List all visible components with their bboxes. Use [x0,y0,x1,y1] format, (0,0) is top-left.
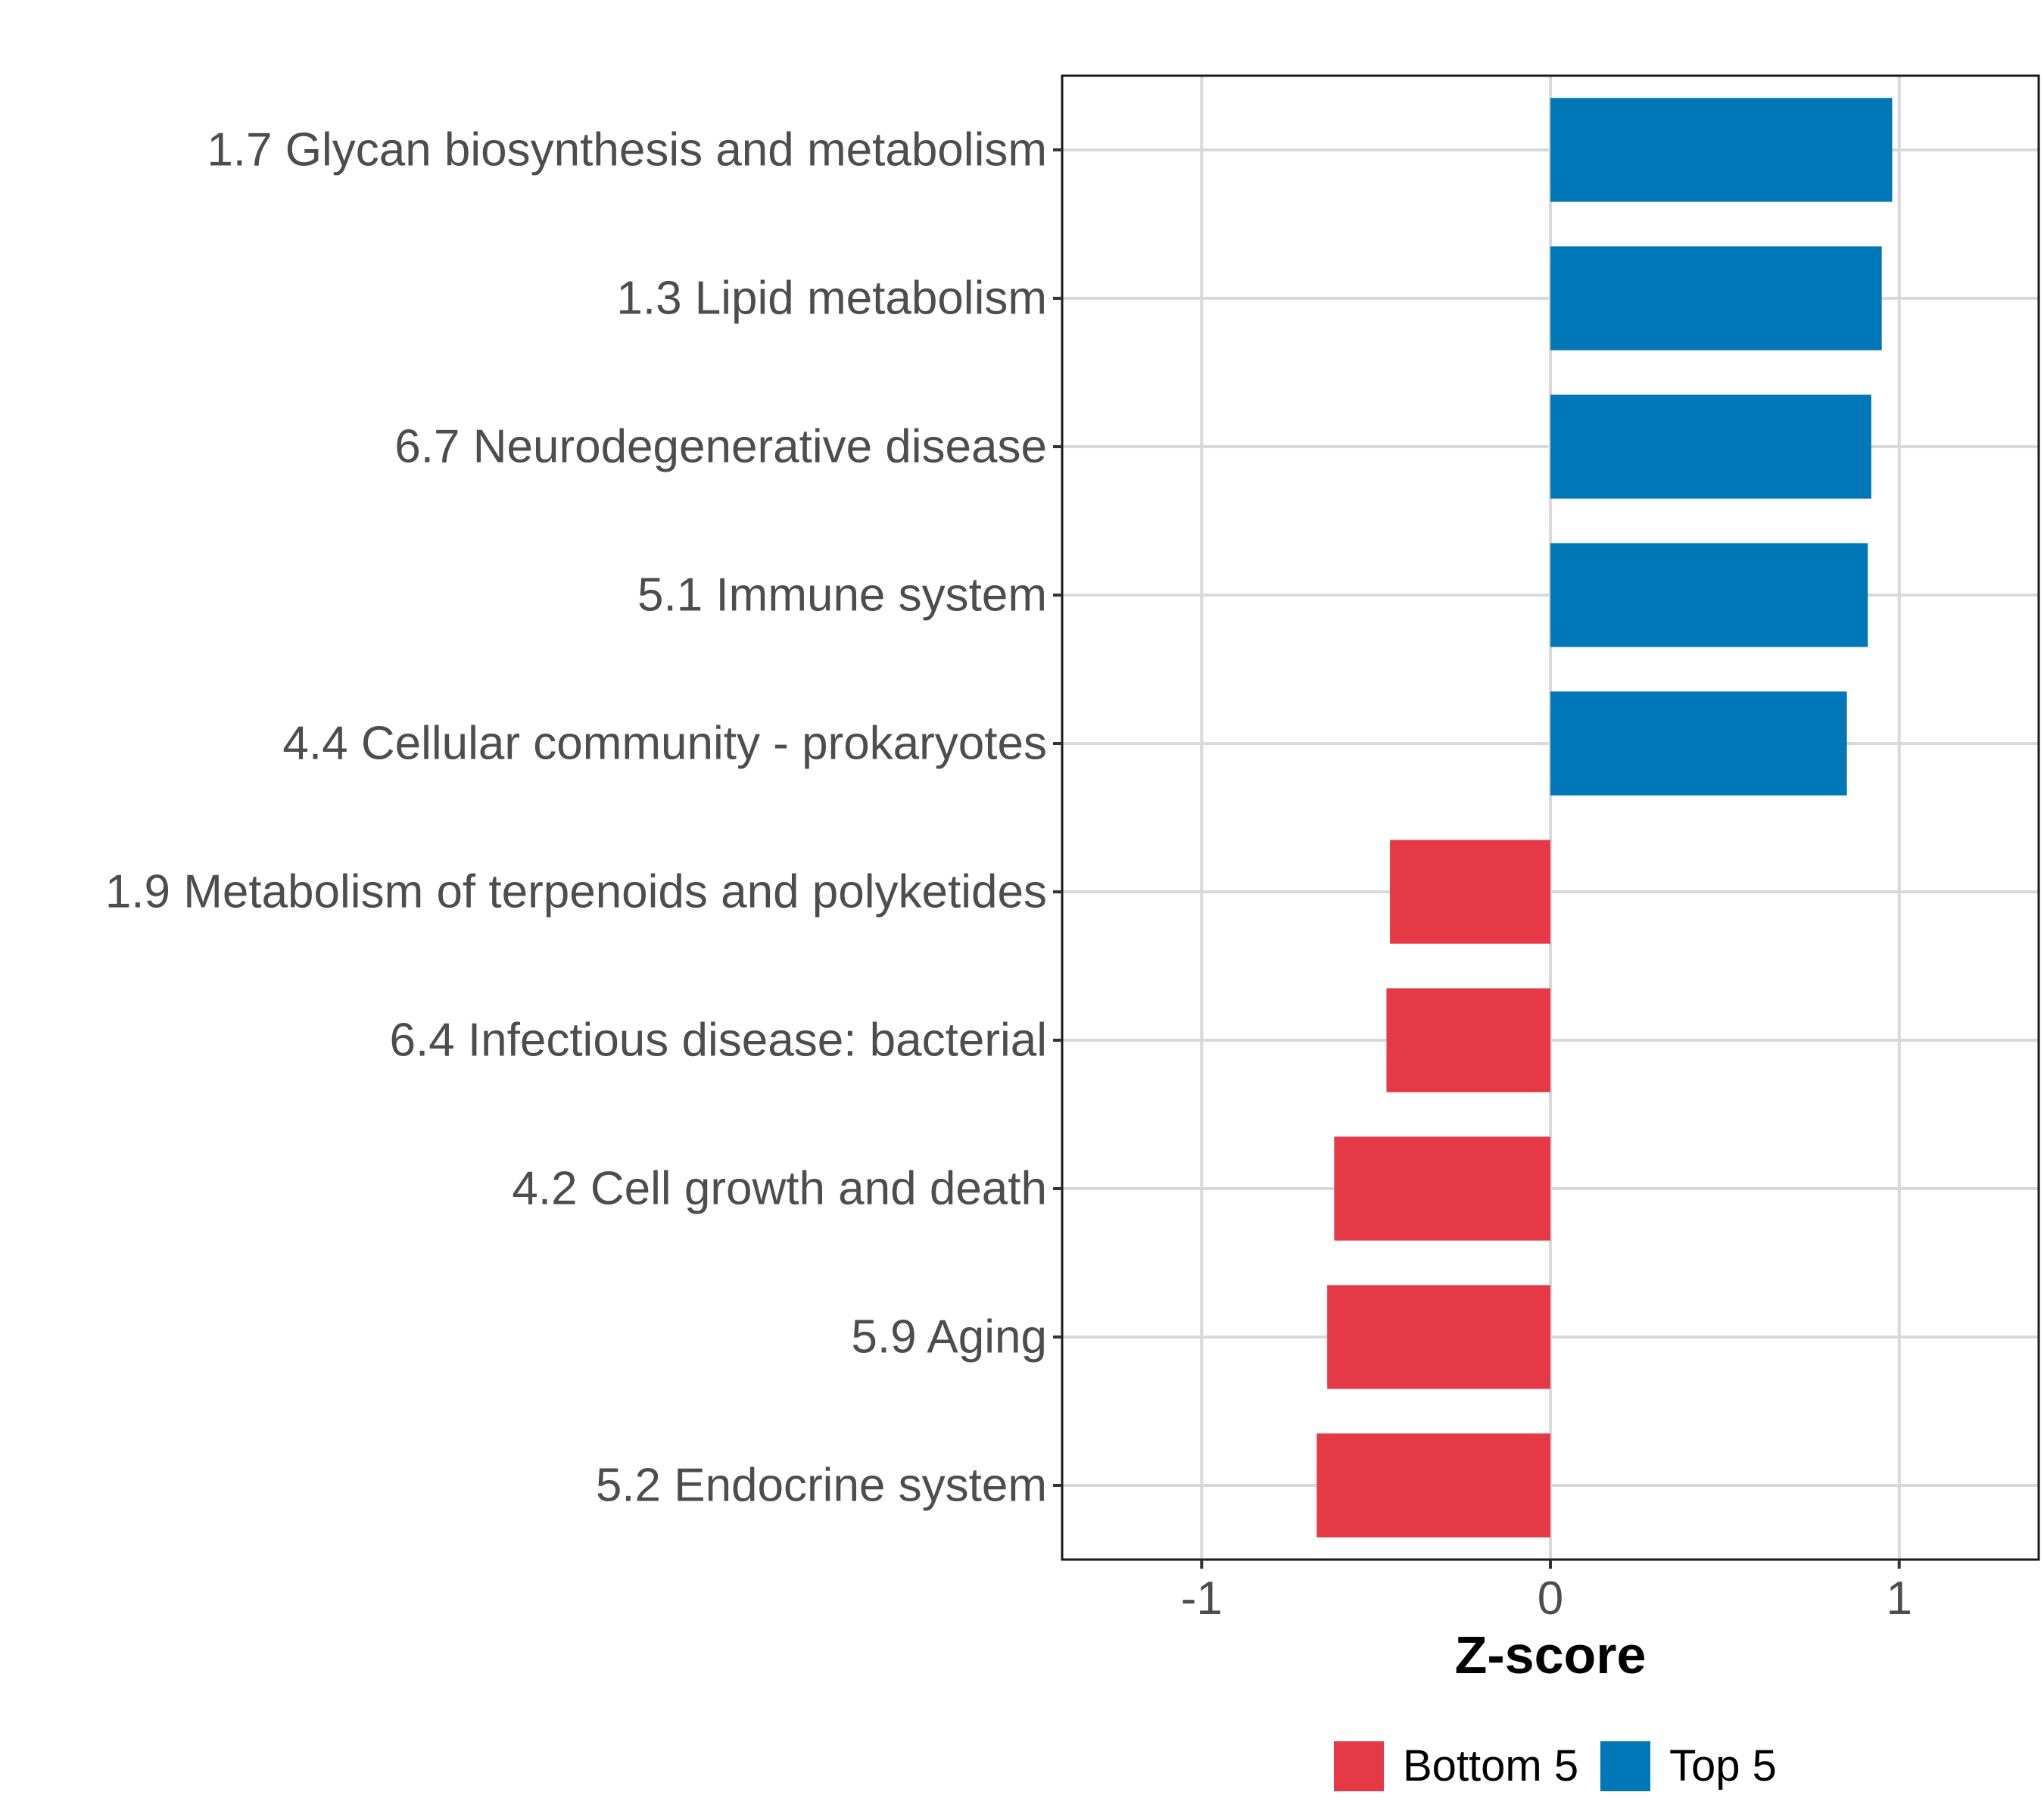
category-label: 4.4 Cellular community - prokaryotes [282,718,1047,770]
bar [1550,394,1871,499]
bar [1390,840,1550,944]
category-label: 4.2 Cell growth and death [512,1163,1047,1215]
bar [1316,1433,1550,1538]
legend-swatch-top-5 [1600,1741,1650,1791]
x-tick-label: -1 [1181,1572,1223,1625]
bar [1327,1285,1550,1389]
bars-layer [1316,98,1893,1538]
bar [1550,246,1882,351]
y-axis: 1.7 Glycan biosynthesis and metabolism 1.… [105,124,1062,1512]
bar [1386,988,1550,1092]
bar [1550,98,1893,202]
x-axis: -1 0 1 [1181,1560,1912,1625]
x-tick-label: 1 [1886,1572,1912,1625]
legend-label-bottom-5: Bottom 5 [1403,1741,1578,1791]
category-label: 5.1 Immune system [637,569,1047,622]
bar [1550,691,1847,796]
legend-swatch-bottom-5 [1334,1741,1384,1791]
x-axis-title: Z-score [1455,1625,1647,1685]
bar [1334,1136,1550,1241]
category-label: 5.9 Aging [851,1311,1047,1364]
legend-label-top-5: Top 5 [1669,1741,1777,1791]
bar [1550,543,1868,647]
legend: Bottom 5 Top 5 [1334,1741,1777,1791]
category-label: 6.7 Neurodegenerative disease [394,421,1047,473]
x-tick-label: 0 [1538,1572,1563,1625]
category-label: 5.2 Endocrine system [596,1460,1047,1512]
category-label: 1.9 Metabolism of terpenoids and polyket… [105,866,1047,918]
category-label: 6.4 Infectious disease: bacterial [389,1014,1047,1067]
category-label: 1.3 Lipid metabolism [616,273,1047,325]
category-label: 1.7 Glycan biosynthesis and metabolism [207,124,1047,176]
